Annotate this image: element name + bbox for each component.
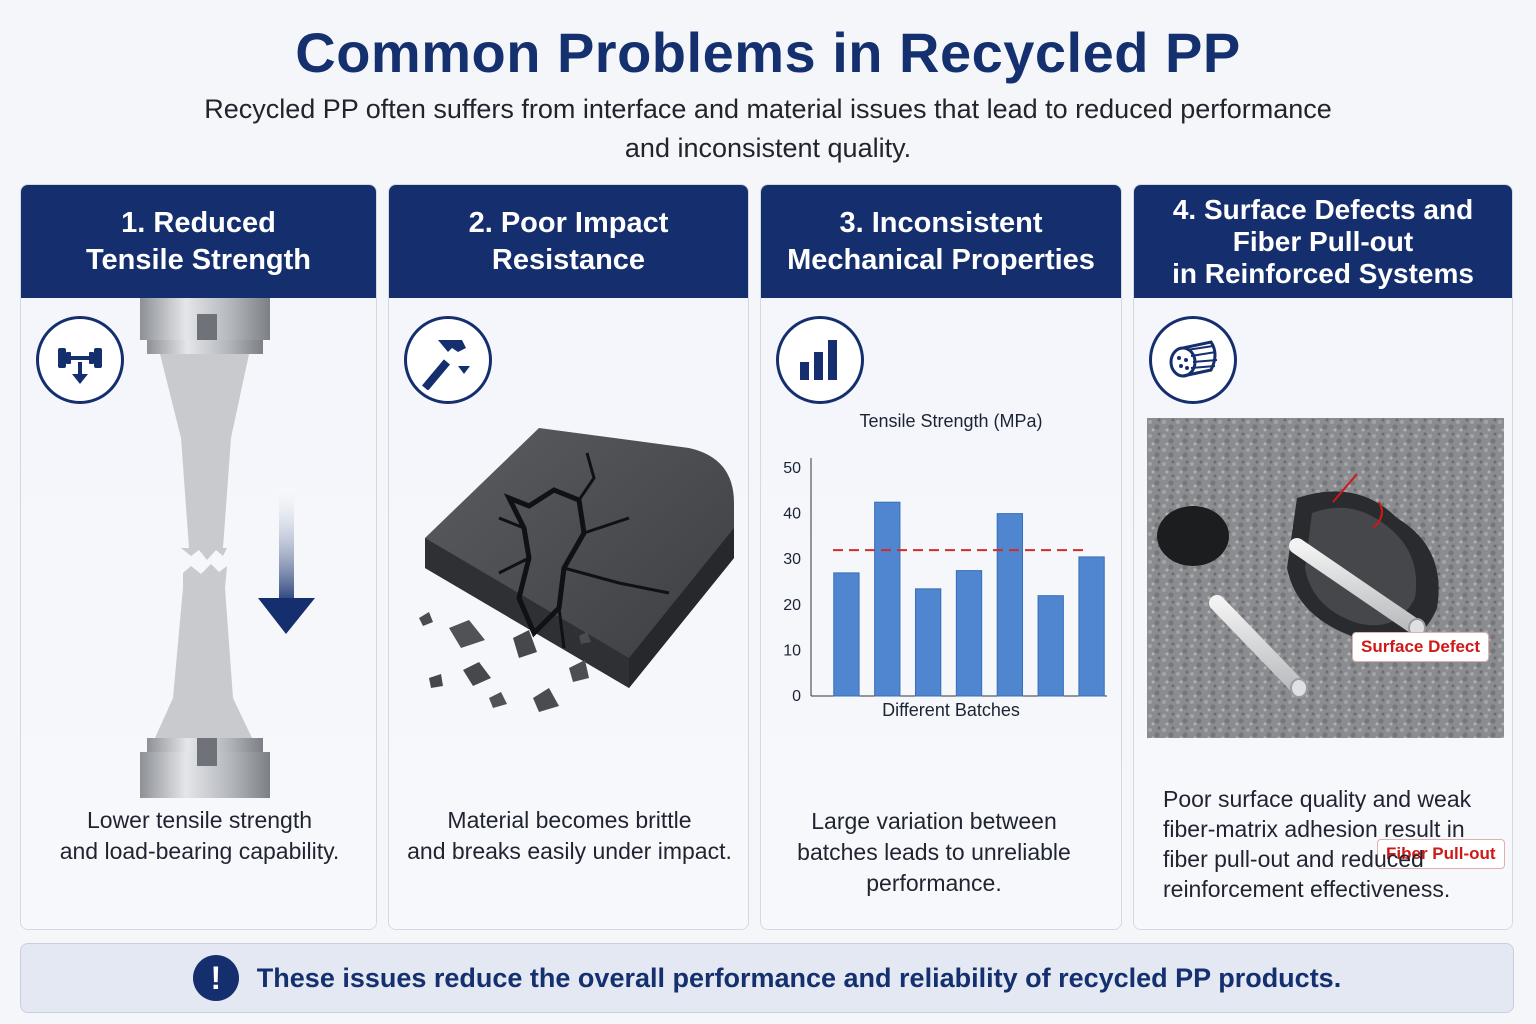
page-title: Common Problems in Recycled PP [295, 21, 1241, 84]
card-inconsistent-properties: 3. Inconsistent Mechanical Properties Te… [760, 184, 1122, 930]
y-tick-label: 20 [783, 597, 801, 614]
fiber-bundle-icon [1149, 316, 1237, 404]
card-tensile-strength: 1. Reduced Tensile Strength [20, 184, 377, 930]
card-title-line-1: 4. Surface Defects and [1172, 193, 1474, 225]
card-body: Lower tensile strength and load-bearing … [21, 298, 376, 929]
card-title-line-1: 1. Reduced [121, 206, 276, 239]
desc-line-1: Large variation between [811, 808, 1057, 834]
card-title-line-1: 2. Poor Impact [468, 206, 669, 239]
chart-x-axis-label: Different Batches [882, 700, 1020, 720]
hammer-icon [404, 316, 492, 404]
chart-bar [1037, 595, 1064, 697]
sem-micrograph-image [1147, 418, 1504, 738]
desc-line-2: batches leads to unreliable [797, 839, 1071, 865]
card-description: Lower tensile strength and load-bearing … [21, 805, 376, 867]
card-header: 4. Surface Defects and Fiber Pull-out in… [1134, 185, 1512, 298]
card-header: 3. Inconsistent Mechanical Properties [761, 185, 1121, 298]
card-impact-resistance: 2. Poor Impact Resistance [388, 184, 749, 930]
chart-title: Tensile Strength (MPa) [859, 411, 1043, 431]
dumbbell-down-arrow-icon [36, 316, 124, 404]
chart-bar [1078, 556, 1105, 697]
subtitle-line-2: and inconsistent quality. [624, 133, 912, 163]
y-tick-label: 50 [783, 460, 801, 477]
desc-line-2: and load-bearing capability. [59, 838, 340, 864]
desc-line-3: performance. [866, 870, 1002, 896]
cracked-block-illustration [419, 428, 734, 712]
card-title-line-2: Fiber Pull-out [1232, 225, 1414, 257]
chart-bar [955, 570, 983, 697]
desc-line-2: fiber-matrix adhesion result in [1163, 816, 1465, 842]
card-title-line-1: 3. Inconsistent [839, 206, 1043, 239]
y-tick-label: 40 [783, 506, 801, 523]
card-title-line-2: Resistance [491, 243, 646, 276]
fiber-pullout-callout: Fiber Pull-out [1377, 839, 1505, 869]
subtitle-line-1: Recycled PP often suffers from interface… [204, 94, 1332, 124]
y-tick-label: 0 [792, 688, 801, 705]
tensile-strength-chart: 0 10 20 30 40 50 [783, 458, 1107, 705]
card-title-line-2: Tensile Strength [85, 243, 312, 276]
summary-text: These issues reduce the overall performa… [256, 962, 1342, 993]
chart-bar [833, 572, 860, 697]
card-surface-defects: 4. Surface Defects and Fiber Pull-out in… [1133, 184, 1513, 930]
desc-line-4: reinforcement effectiveness. [1163, 876, 1451, 902]
y-tick-label: 30 [783, 551, 801, 568]
tensile-specimen-illustration [140, 298, 315, 798]
page-subtitle: Recycled PP often suffers from interface… [168, 90, 1368, 168]
card-body: Material becomes brittle and breaks easi… [389, 298, 748, 929]
card-header: 2. Poor Impact Resistance [389, 185, 748, 298]
exclamation-icon: ! [192, 955, 239, 1001]
y-tick-label: 10 [783, 642, 801, 659]
desc-line-3: fiber pull-out and reduced [1163, 846, 1424, 872]
desc-line-2: and breaks easily under impact. [407, 838, 732, 864]
card-description: Poor surface quality and weak fiber-matr… [1163, 784, 1503, 904]
card-body: Surface Defect Fiber Pull-out Poor surfa… [1134, 298, 1512, 929]
card-body: Tensile Strength (MPa) 0 10 20 30 40 50 Diffe… [761, 298, 1121, 929]
desc-line-1: Poor surface quality and weak [1163, 786, 1472, 812]
card-description: Large variation between batches leads to… [761, 806, 1107, 899]
card-title-line-2: Mechanical Properties [787, 243, 1095, 276]
chart-bar [914, 588, 942, 697]
chart-bar [874, 501, 901, 697]
summary-banner: ! These issues reduce the overall perfor… [20, 943, 1514, 1013]
card-title-line-3: in Reinforced Systems [1172, 257, 1474, 289]
chart-bar [996, 513, 1024, 697]
card-description: Material becomes brittle and breaks easi… [389, 805, 748, 867]
bar-chart-icon [776, 316, 864, 404]
desc-line-1: Material becomes brittle [447, 807, 692, 833]
card-header: 1. Reduced Tensile Strength [21, 185, 376, 298]
surface-defect-callout: Surface Defect [1352, 632, 1490, 662]
desc-line-1: Lower tensile strength [86, 807, 312, 833]
